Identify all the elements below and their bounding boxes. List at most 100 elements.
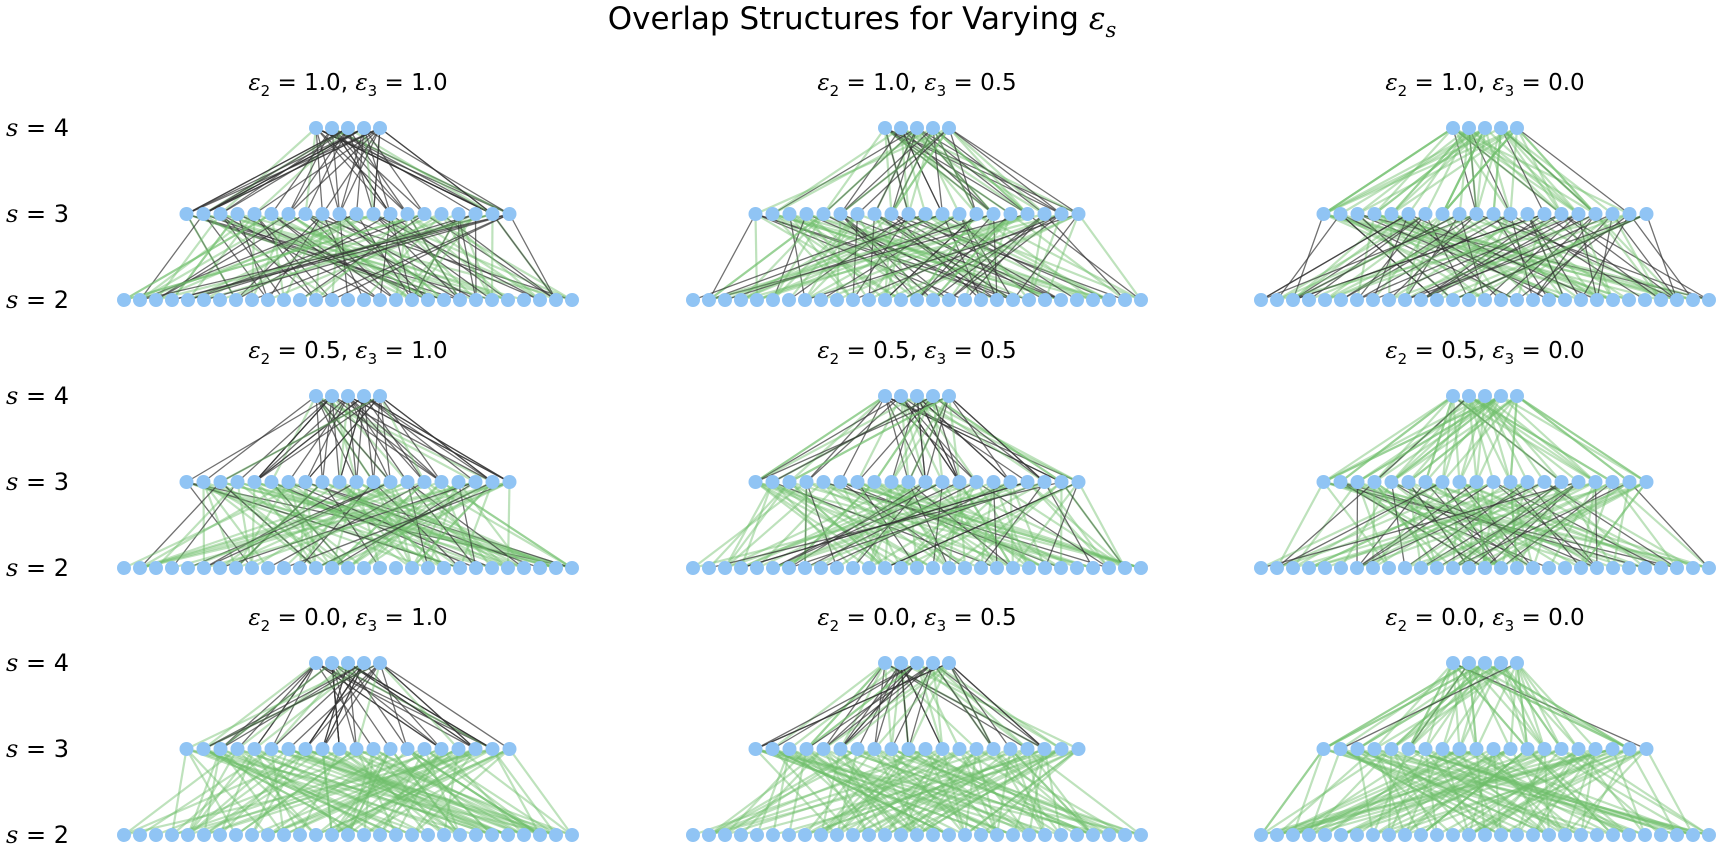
green-edge bbox=[1340, 747, 1694, 837]
green-edge bbox=[947, 395, 961, 483]
dark-edge bbox=[900, 395, 961, 483]
dark-edge bbox=[942, 213, 1078, 301]
green-edge bbox=[1323, 480, 1646, 570]
green-edge bbox=[187, 213, 374, 301]
green-edge bbox=[1407, 662, 1502, 750]
node-s2 bbox=[1526, 293, 1540, 307]
dark-edge bbox=[254, 395, 333, 483]
node-s2 bbox=[405, 561, 419, 575]
dark-edge bbox=[283, 481, 510, 569]
node-s3 bbox=[799, 742, 814, 756]
green-edge bbox=[299, 481, 358, 569]
panel-1: ε2 = 1.0, ε3 = 1.0 bbox=[117, 70, 579, 307]
node-s2 bbox=[734, 561, 748, 575]
node-s3 bbox=[230, 742, 245, 756]
green-edge bbox=[508, 748, 573, 836]
node-s2 bbox=[405, 828, 419, 842]
green-edge bbox=[355, 748, 397, 836]
node-s3 bbox=[1350, 475, 1365, 489]
green-edge bbox=[1356, 395, 1486, 483]
epsilon-symbol: ε bbox=[1492, 605, 1504, 631]
green-edge bbox=[1516, 662, 1580, 750]
node-s3 bbox=[1367, 475, 1382, 489]
node-s3 bbox=[1418, 475, 1433, 489]
level-value: 3 bbox=[54, 200, 69, 228]
green-edge bbox=[1323, 480, 1710, 570]
green-edge bbox=[804, 213, 961, 301]
green-edge bbox=[890, 481, 950, 569]
green-edge bbox=[873, 748, 982, 836]
green-edge bbox=[1260, 748, 1393, 836]
green-edge bbox=[1373, 127, 1454, 215]
dark-edge bbox=[406, 481, 477, 569]
green-edge bbox=[1324, 212, 1579, 302]
green-edge bbox=[1475, 748, 1566, 836]
dark-edge bbox=[948, 213, 1045, 301]
node-s3 bbox=[213, 742, 228, 756]
node-s3 bbox=[884, 742, 899, 756]
node-s3 bbox=[1333, 742, 1348, 756]
green-edge bbox=[1468, 748, 1631, 836]
green-edge bbox=[740, 480, 943, 570]
epsilon3-value: 0.0 bbox=[1548, 70, 1585, 96]
node-s2 bbox=[469, 293, 483, 307]
dark-edge bbox=[1420, 481, 1562, 569]
green-edge bbox=[754, 748, 838, 836]
green-edge bbox=[251, 748, 307, 836]
node-s3 bbox=[1384, 742, 1399, 756]
green-edge bbox=[1308, 212, 1511, 302]
node-s3 bbox=[782, 475, 797, 489]
node-s4 bbox=[1446, 656, 1460, 670]
dark-edge bbox=[1340, 213, 1518, 301]
green-edge bbox=[372, 748, 541, 836]
green-edge bbox=[1484, 481, 1631, 569]
node-s3 bbox=[1367, 742, 1382, 756]
dark-edge bbox=[1374, 395, 1470, 483]
epsilon-symbol: ε bbox=[1492, 70, 1504, 96]
epsilon-subscript: 3 bbox=[1505, 82, 1515, 100]
green-edge bbox=[372, 481, 414, 569]
green-edge bbox=[270, 481, 349, 569]
green-edge bbox=[506, 481, 511, 569]
green-edge bbox=[868, 213, 1029, 301]
dark-edge bbox=[186, 127, 349, 215]
dark-edge bbox=[203, 481, 357, 569]
dark-edge bbox=[1452, 127, 1478, 215]
dark-edge bbox=[884, 395, 910, 483]
green-edge bbox=[1390, 395, 1486, 483]
node-s3 bbox=[918, 742, 933, 756]
green-edge bbox=[840, 747, 1094, 837]
node-s3 bbox=[748, 742, 763, 756]
green-edge bbox=[1492, 213, 1630, 301]
green-edge bbox=[1526, 748, 1614, 836]
dark-edge bbox=[155, 213, 289, 301]
green-edge bbox=[1475, 748, 1582, 836]
green-edge bbox=[1442, 748, 1630, 836]
green-edge bbox=[288, 747, 493, 837]
green-edge bbox=[1516, 395, 1631, 483]
node-s3 bbox=[1316, 475, 1331, 489]
green-edge bbox=[1452, 748, 1580, 836]
green-edge bbox=[868, 748, 995, 836]
node-s2 bbox=[389, 561, 403, 575]
green-edge bbox=[423, 748, 541, 836]
dark-edge bbox=[185, 481, 253, 569]
level-label-s3: s = 3 bbox=[6, 735, 69, 763]
node-s2 bbox=[1102, 561, 1116, 575]
node-s2 bbox=[1366, 561, 1380, 575]
node-s2 bbox=[718, 828, 732, 842]
green-edge bbox=[1356, 481, 1391, 569]
node-s2 bbox=[213, 561, 227, 575]
green-edge bbox=[1339, 395, 1454, 483]
node-s2 bbox=[942, 561, 956, 575]
green-edge bbox=[1611, 213, 1662, 301]
dark-edge bbox=[237, 395, 333, 483]
node-s4 bbox=[341, 656, 355, 670]
dark-edge bbox=[1260, 213, 1477, 301]
node-s2 bbox=[990, 293, 1004, 307]
green-edge bbox=[891, 481, 1078, 569]
green-edge bbox=[692, 481, 808, 569]
green-edge bbox=[1339, 127, 1486, 215]
dark-edge bbox=[474, 213, 477, 301]
green-edge bbox=[1468, 395, 1614, 483]
